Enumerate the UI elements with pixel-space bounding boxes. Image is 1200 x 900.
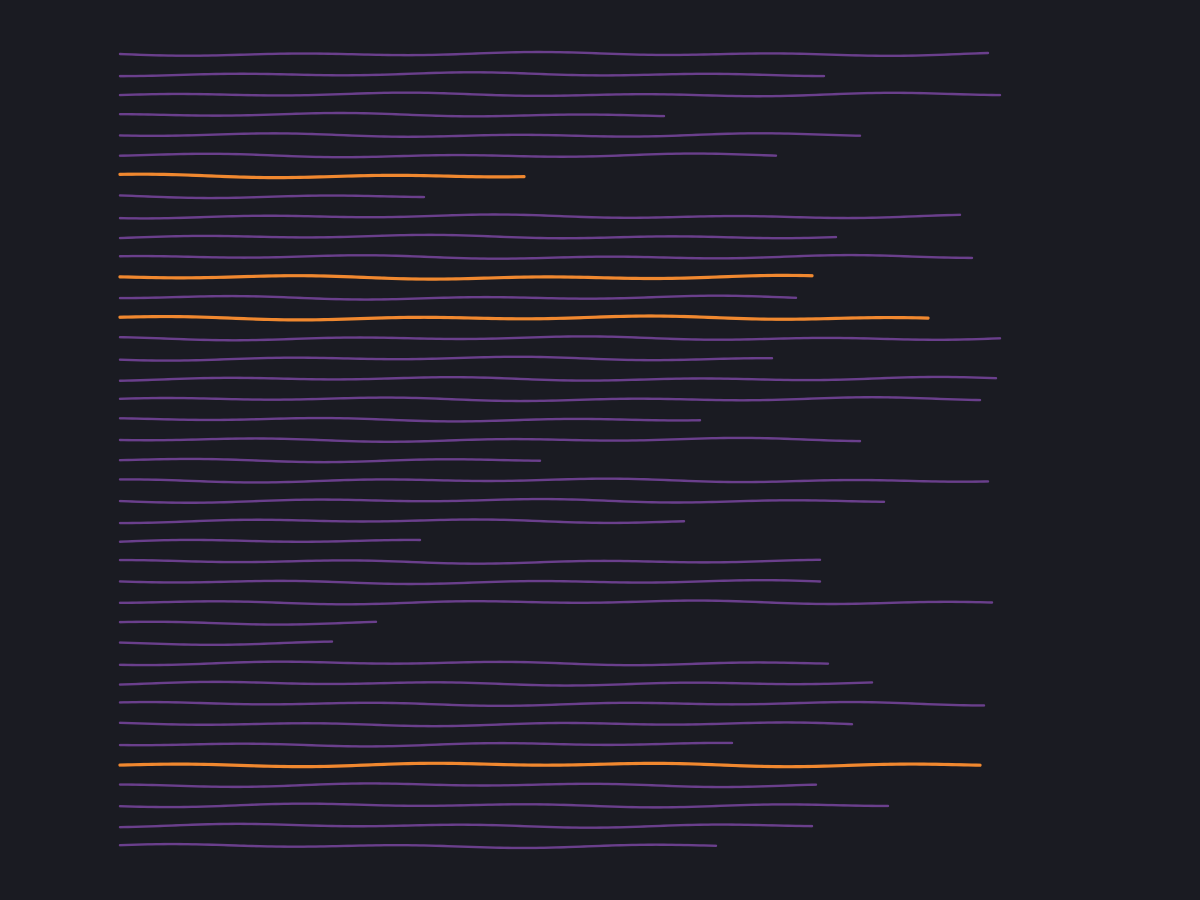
scribble-line [118, 700, 986, 708]
scribble-line [118, 660, 830, 667]
scribble-line [118, 457, 542, 464]
highlighted-line [118, 761, 982, 769]
scribble-line [118, 233, 838, 240]
scribble-line [118, 91, 1002, 98]
scribble-line [118, 802, 890, 809]
highlighted-line [118, 314, 930, 322]
scribble-line [118, 741, 734, 748]
scribble-line [118, 194, 426, 200]
scribble-line [118, 538, 422, 543]
scribble-line [118, 599, 994, 606]
scribble-line [118, 721, 854, 728]
scribble-line [118, 294, 798, 301]
scribble-line [118, 477, 990, 484]
scribble-line [118, 71, 826, 78]
scribble-line [118, 375, 998, 382]
scribble-line [118, 436, 862, 443]
scribble-line [118, 842, 718, 850]
scribble-line [118, 416, 702, 423]
scribble-line [118, 518, 686, 525]
scribble-line [118, 680, 874, 687]
scribble-line [118, 132, 862, 138]
scribble-line [118, 782, 818, 789]
scribble-line [118, 578, 822, 586]
scribble-line [118, 822, 814, 829]
scribble-line [118, 396, 982, 403]
scribble-line [118, 497, 886, 504]
scribble-line [118, 111, 666, 118]
scribble-line [118, 620, 378, 626]
scribble-line [118, 355, 774, 362]
scribble-line [118, 335, 1002, 342]
highlighted-line [118, 172, 526, 180]
scribble-line [118, 253, 974, 260]
scribble-line [118, 50, 990, 58]
scribble-line [118, 213, 962, 220]
highlighted-line [118, 273, 814, 281]
scribble-line [118, 640, 334, 647]
scribble-line [118, 558, 822, 565]
scribble-line [118, 152, 778, 159]
